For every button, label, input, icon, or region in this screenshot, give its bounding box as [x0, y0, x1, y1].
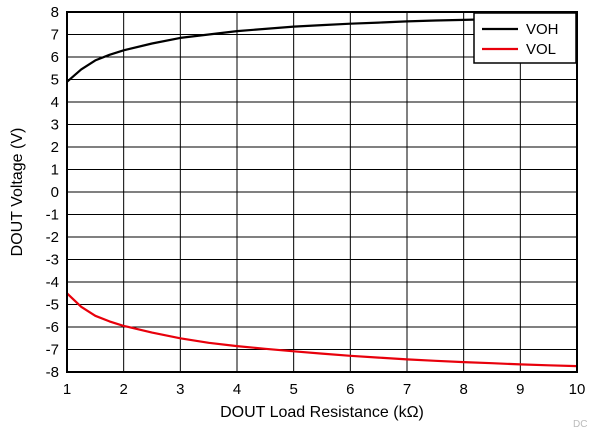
y-tick-label: -7 — [46, 342, 59, 359]
grid-layer — [66, 11, 578, 373]
y-tick-label: 4 — [51, 94, 59, 111]
y-tick-label: 8 — [51, 4, 59, 21]
x-tick-label: 5 — [289, 381, 297, 398]
y-tick-label: 1 — [51, 162, 59, 179]
x-tick-label: 10 — [569, 381, 586, 398]
x-tick-label: 1 — [63, 381, 71, 398]
y-tick-label: -5 — [46, 297, 59, 314]
y-tick-label: 2 — [51, 139, 59, 156]
x-tick-label: 3 — [176, 381, 184, 398]
y-tick-label: 7 — [51, 27, 59, 44]
legend-label-vol: VOL — [526, 41, 556, 58]
y-tick-label: 5 — [51, 72, 59, 89]
y-tick-label: -3 — [46, 252, 59, 269]
plot-frame — [66, 11, 578, 373]
x-tick-label: 6 — [346, 381, 354, 398]
corner-label: DC — [573, 419, 587, 430]
legend: VOH VOL — [473, 12, 577, 64]
x-tick-label: 9 — [516, 381, 524, 398]
y-tick-label: -2 — [46, 229, 59, 246]
y-tick-label: 0 — [51, 184, 59, 201]
y-tick-label: -1 — [46, 207, 59, 224]
x-tick-label: 4 — [233, 381, 241, 398]
y-axis-title: DOUT Voltage (V) — [9, 128, 26, 257]
y-tick-label: -4 — [46, 274, 59, 291]
legend-label-voh: VOH — [526, 21, 559, 38]
legend-box — [473, 12, 577, 64]
x-axis-title: DOUT Load Resistance (kΩ) — [220, 404, 424, 421]
y-tick-label: -8 — [46, 364, 59, 381]
y-tick-label: 3 — [51, 117, 59, 134]
series-line-vol — [66, 292, 578, 368]
x-tick-label: 7 — [403, 381, 411, 398]
x-tick-label: 8 — [459, 381, 467, 398]
y-tick-label: 6 — [51, 49, 59, 66]
x-tick-label: 2 — [119, 381, 127, 398]
y-tick-label: -6 — [46, 319, 59, 336]
